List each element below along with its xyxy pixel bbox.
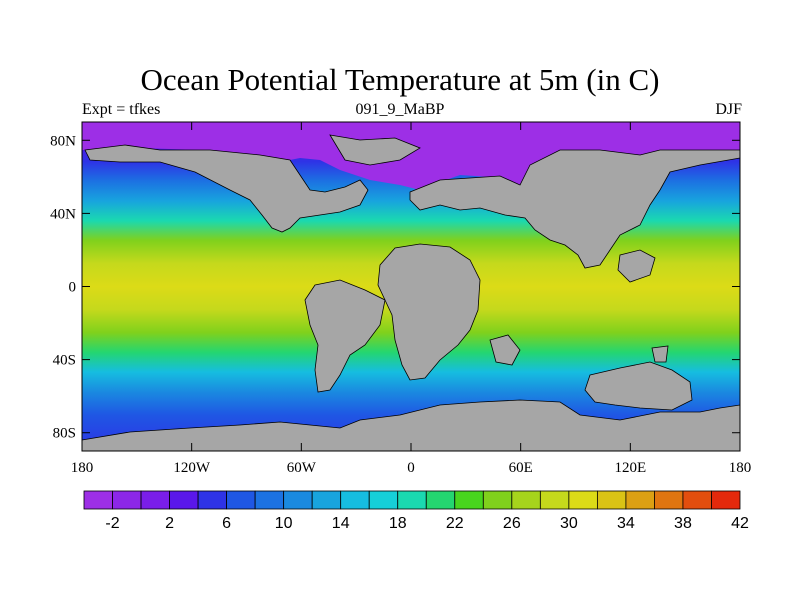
colorbar-label: 42 [731, 515, 749, 532]
colorbar-swatch [311, 490, 342, 510]
arctic-cold-region [82, 122, 740, 190]
colorbar-label: 22 [446, 515, 464, 532]
colorbar: -2 2 6 10 14 18 22 26 30 34 38 42 [83, 490, 749, 532]
lon-tick-label: 60W [287, 460, 317, 476]
lon-tick-label: 0 [407, 460, 415, 476]
colorbar-label: 10 [275, 515, 293, 532]
lat-tick-label: 80S [53, 426, 76, 442]
landmass-eurasia [409, 149, 740, 269]
landmass-australia [584, 361, 693, 411]
lat-tick-label: 0 [69, 280, 77, 296]
colorbar-label: 2 [165, 515, 174, 532]
colorbar-swatch [397, 490, 427, 510]
age-label: 091_9_MaBP [355, 101, 445, 118]
latitude-axis: 80N 40N 0 40S 80S [50, 133, 740, 442]
colorbar-swatch [140, 490, 170, 510]
lon-tick-label: 60E [509, 460, 533, 476]
colorbar-swatch [425, 490, 456, 510]
landmass-south-america [304, 279, 386, 393]
colorbar-swatch [254, 490, 285, 510]
colorbar-swatch [625, 490, 655, 510]
colorbar-swatch [568, 490, 598, 510]
colorbar-swatch [226, 490, 256, 510]
lat-tick-label: 40N [50, 206, 76, 222]
colorbar-label: -2 [105, 515, 119, 532]
colorbar-swatch [368, 490, 399, 510]
colorbar-label: 18 [389, 515, 407, 532]
landmass-antarctica [82, 399, 740, 451]
colorbar-label: 14 [332, 515, 350, 532]
longitude-axis: 180 120W 60W 0 60E 120E 180 [71, 122, 752, 476]
season-label: DJF [715, 101, 742, 118]
colorbar-swatch [539, 490, 570, 510]
lon-tick-label: 120W [173, 460, 211, 476]
experiment-label: Expt = tfkes [82, 101, 161, 118]
colorbar-swatch [682, 490, 712, 510]
landmass-island-1 [489, 334, 521, 366]
lon-tick-label: 120E [614, 460, 646, 476]
colorbar-label: 34 [617, 515, 635, 532]
colorbar-label: 38 [674, 515, 692, 532]
colorbar-swatch [197, 490, 228, 510]
landmass-island-3 [651, 345, 669, 363]
landmass-arctic [329, 134, 421, 166]
landmass-north-america [84, 144, 369, 233]
colorbar-swatch [711, 490, 741, 510]
colorbar-swatch [511, 490, 541, 510]
colorbar-swatch [112, 490, 142, 510]
landmass-africa [377, 243, 481, 381]
landmass-island-2 [617, 249, 656, 283]
colorbar-swatch [340, 490, 370, 510]
colorbar-label: 6 [222, 515, 231, 532]
lat-tick-label: 80N [50, 133, 76, 149]
lon-tick-label: 180 [729, 460, 752, 476]
colorbar-swatch [169, 490, 199, 510]
colorbar-swatch [283, 490, 313, 510]
lon-tick-label: 180 [71, 460, 94, 476]
colorbar-label: 30 [560, 515, 578, 532]
colorbar-label: 26 [503, 515, 521, 532]
colorbar-swatch [482, 490, 513, 510]
colorbar-swatch [596, 490, 627, 510]
colorbar-swatch [454, 490, 484, 510]
lat-tick-label: 40S [53, 353, 76, 369]
colorbar-swatch [654, 490, 684, 510]
colorbar-swatch [83, 490, 113, 510]
page-title: Ocean Potential Temperature at 5m (in C) [140, 62, 660, 97]
